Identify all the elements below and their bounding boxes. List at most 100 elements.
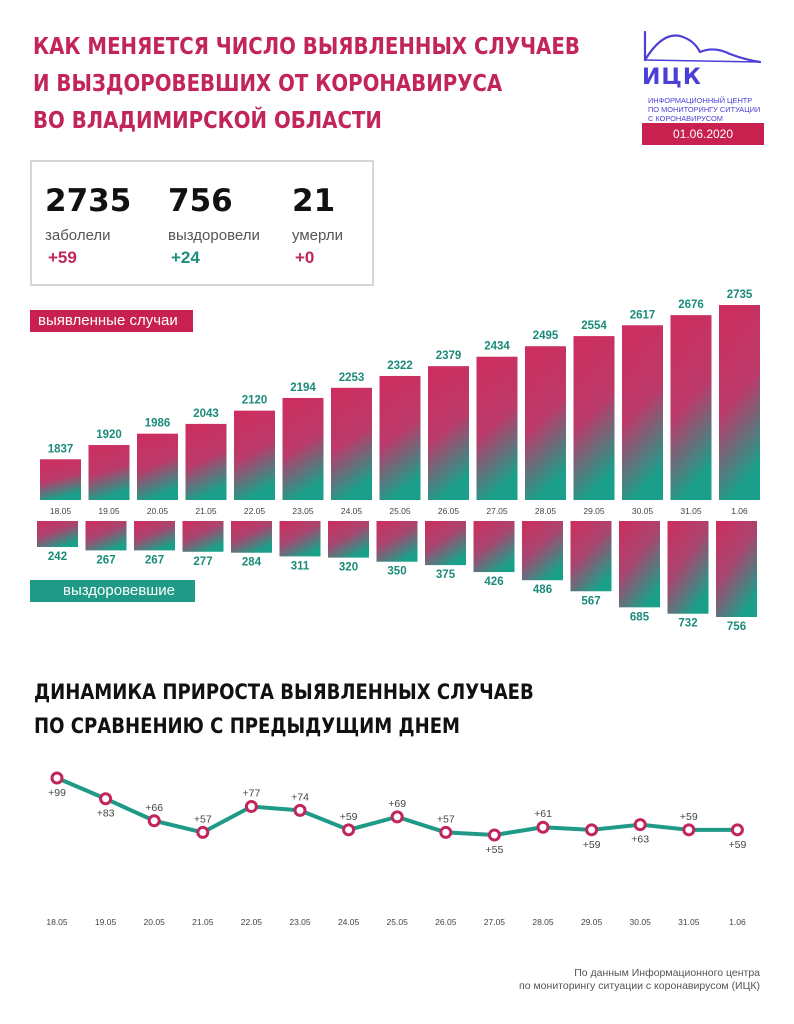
growth-point-label: +69 [388,798,406,810]
case-bar [719,305,760,500]
summary-stats-box: 2735 заболели +59 756 выздоровели +24 21… [30,160,374,286]
case-bar-label: 2554 [581,320,607,332]
recovered-bar-label: 320 [339,562,358,574]
case-bar [40,459,81,500]
stat-recovered: 756 выздоровели +24 [168,182,260,268]
logo-subtitle-line: С КОРОНАВИРУСОМ [648,114,723,123]
stat-value: 2735 [45,183,132,219]
recovered-bar [667,521,709,614]
growth-point-label: +66 [145,802,163,814]
line-category-label: 28.05 [532,917,554,927]
bar-category-label: 28.05 [535,506,557,516]
legend-cases: выявленные случаи [30,310,193,332]
bar-category-label: 18.05 [50,506,72,516]
growth-point-label: +83 [97,808,115,820]
growth-point-label: +61 [534,808,552,820]
logo-mountain-icon [643,30,762,64]
growth-point [439,825,453,839]
growth-point-label: +99 [48,787,66,799]
recovered-bar [570,521,612,592]
logo-subtitle: ИНФОРМАЦИОННЫЙ ЦЕНТР ПО МОНИТОРИНГУ СИТУ… [648,96,760,123]
recovered-bar-label: 567 [581,595,600,607]
recovered-bar [716,521,757,617]
line-category-label: 20.05 [144,917,166,927]
recovered-bar-label: 267 [145,554,164,566]
case-bar [88,445,130,500]
recovered-bar [182,521,224,552]
recovered-bar-label: 486 [533,584,552,596]
recovered-bar-label: 277 [193,556,212,568]
recovered-bar [37,521,78,547]
stat-cases: 2735 заболели +59 [45,182,131,268]
growth-point-label: +59 [728,839,746,851]
case-bar-label: 2434 [484,341,510,353]
growth-point-label: +59 [583,839,601,851]
logo-subtitle-line: ПО МОНИТОРИНГУ СИТУАЦИИ [648,105,761,114]
growth-point [682,823,696,837]
case-bar [379,375,421,500]
case-bar-label: 2043 [193,408,219,420]
case-bar-label: 2735 [727,289,753,301]
case-bar [525,346,566,500]
case-bar-label: 1920 [96,429,122,441]
case-bar-label: 2253 [339,372,365,384]
recovered-bar-label: 756 [727,621,746,633]
logo-subtitle-line: ИНФОРМАЦИОННЫЙ ЦЕНТР [648,96,753,105]
stat-delta: +0 [295,248,315,267]
line-category-label: 29.05 [581,917,603,927]
line-category-label: 19.05 [95,917,117,927]
page-title-line: ВО ВЛАДИМИРСКОЙ ОБЛАСТИ [33,106,382,134]
case-bar-label: 1837 [48,443,74,455]
growth-point [633,818,647,832]
recovered-bar-label: 732 [678,618,697,630]
case-bar [137,433,178,500]
stat-value: 756 [168,183,233,219]
case-bar [331,387,372,500]
case-bar-label: 2322 [387,360,413,372]
line-category-label: 1.06 [729,917,746,927]
case-bar [234,410,275,500]
recovered-bar [522,521,563,581]
recovered-bar-label: 685 [630,611,650,623]
stat-label: заболели [45,227,111,244]
growth-point-label: +74 [291,791,309,803]
recovered-bar-label: 375 [436,569,456,581]
line-chart-title: ДИНАМИКА ПРИРОСТА ВЫЯВЛЕННЫХ СЛУЧАЕВ ПО … [34,676,534,744]
line-category-label: 27.05 [484,917,506,927]
line-category-label: 18.05 [46,917,68,927]
line-category-label: 21.05 [192,917,214,927]
stat-deaths: 21 умерли +0 [292,182,343,268]
case-bar [428,366,469,500]
case-bar [573,336,615,500]
logo: ИЦК ИНФОРМАЦИОННЫЙ ЦЕНТР ПО МОНИТОРИНГУ … [642,30,764,145]
recovered-bar-label: 350 [387,566,406,578]
bar-category-label: 26.05 [438,506,460,516]
line-category-label: 30.05 [630,917,652,927]
recovered-bar-label: 242 [48,551,67,563]
growth-point [536,820,550,834]
case-bar-label: 1986 [145,418,171,430]
growth-point [244,800,258,813]
growth-point-label: +59 [680,811,698,823]
case-bar-label: 2617 [630,309,656,321]
recovered-bar [85,521,127,551]
line-chart-title-line: ПО СРАВНЕНИЮ С ПРЕДЫДУЩИМ ДНЕМ [34,714,461,739]
recovered-bar [619,521,660,608]
case-bar [185,423,227,500]
bar-category-label: 25.05 [389,506,411,516]
source-line: по мониторингу ситуации с коронавирусом … [519,980,760,992]
recovered-bar [134,521,175,551]
bar-category-label: 24.05 [341,506,363,516]
logo-name: ИЦК [642,65,702,90]
recovered-bar-label: 284 [242,557,262,569]
bar-category-label: 19.05 [98,506,120,516]
growth-point [342,823,356,837]
recovered-bar [425,521,466,566]
recovered-bar [279,521,321,557]
growth-point-label: +63 [631,834,649,846]
stat-delta: +59 [48,248,77,267]
recovered-bar-label: 267 [96,554,115,566]
case-bar [622,325,663,500]
report-date: 01.06.2020 [642,123,764,145]
bar-category-label: 30.05 [632,506,654,516]
